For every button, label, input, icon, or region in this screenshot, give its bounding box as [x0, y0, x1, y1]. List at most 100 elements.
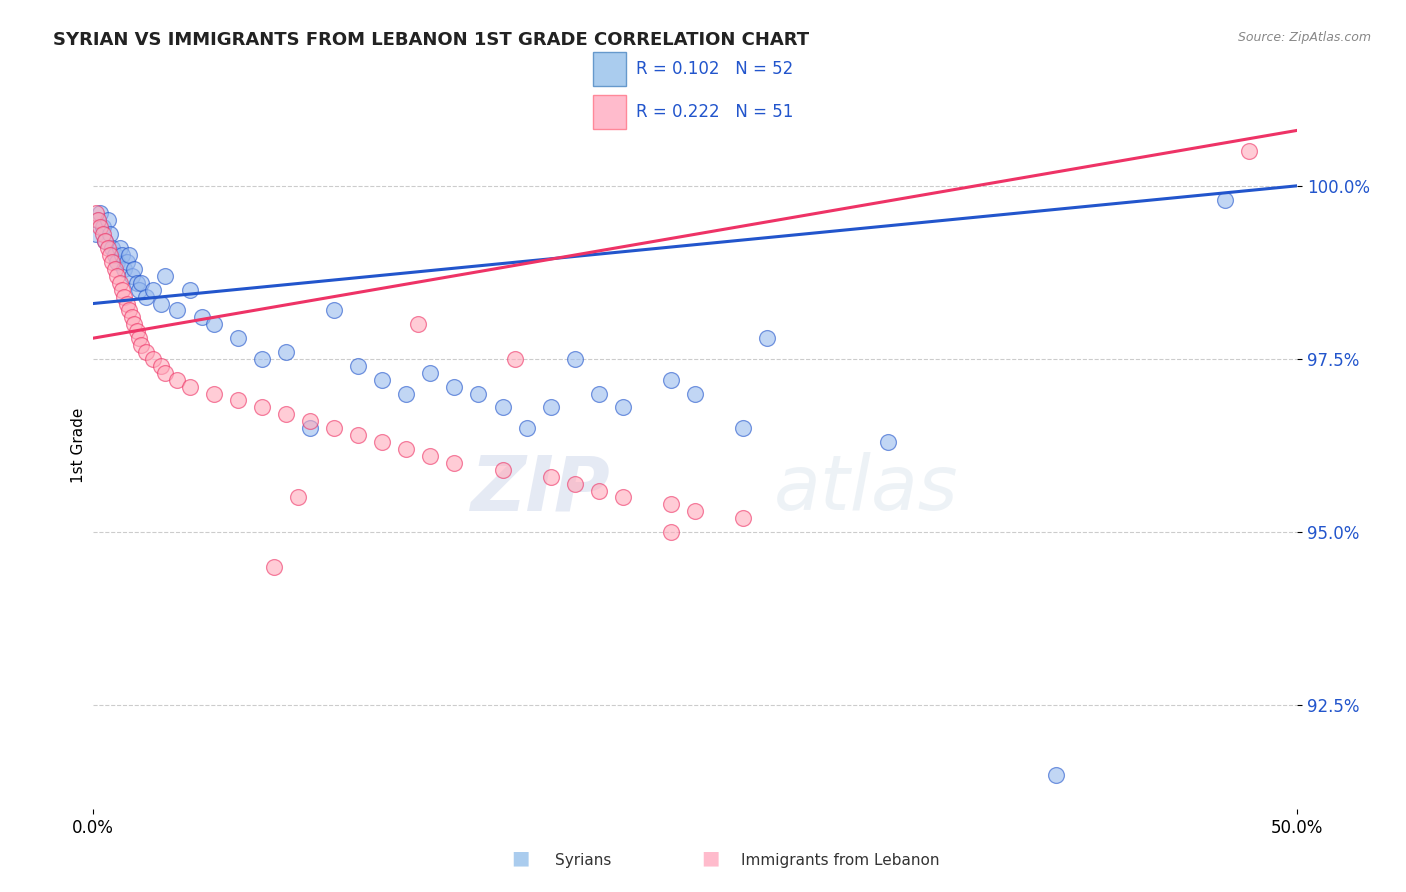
- Point: [733, 421, 755, 435]
- Point: [298, 421, 321, 435]
- Text: R = 0.102   N = 52: R = 0.102 N = 52: [637, 60, 793, 78]
- Point: [733, 511, 755, 525]
- Point: [91, 227, 114, 242]
- Point: [1237, 144, 1260, 158]
- Point: [149, 296, 172, 310]
- Point: [323, 421, 346, 435]
- Point: [347, 359, 370, 373]
- Point: [683, 386, 706, 401]
- Point: [683, 504, 706, 518]
- Text: Source: ZipAtlas.com: Source: ZipAtlas.com: [1237, 31, 1371, 45]
- Point: [250, 401, 273, 415]
- Point: [91, 220, 114, 235]
- Point: [94, 234, 117, 248]
- Text: R = 0.222   N = 51: R = 0.222 N = 51: [637, 103, 794, 121]
- Point: [121, 310, 143, 325]
- Point: [115, 255, 138, 269]
- Point: [202, 386, 225, 401]
- Point: [122, 318, 145, 332]
- Point: [111, 248, 134, 262]
- Point: [1213, 193, 1236, 207]
- Point: [323, 303, 346, 318]
- Point: [503, 351, 526, 366]
- Point: [612, 401, 634, 415]
- Point: [226, 393, 249, 408]
- Point: [274, 408, 297, 422]
- Point: [202, 318, 225, 332]
- Point: [122, 261, 145, 276]
- Text: atlas: atlas: [773, 452, 957, 526]
- Point: [131, 276, 153, 290]
- Point: [104, 248, 127, 262]
- Point: [125, 324, 148, 338]
- Point: [190, 310, 212, 325]
- Point: [1045, 767, 1067, 781]
- Point: [467, 386, 489, 401]
- Point: [108, 241, 131, 255]
- Point: [347, 428, 370, 442]
- Point: [406, 318, 429, 332]
- Point: [250, 351, 273, 366]
- Point: [612, 491, 634, 505]
- Point: [135, 345, 157, 359]
- Point: [226, 331, 249, 345]
- Point: [263, 559, 285, 574]
- Text: Immigrants from Lebanon: Immigrants from Lebanon: [741, 853, 939, 868]
- Point: [155, 268, 177, 283]
- Point: [128, 331, 150, 345]
- Point: [371, 435, 394, 450]
- Point: [135, 290, 157, 304]
- Point: [98, 248, 121, 262]
- Point: [115, 296, 138, 310]
- Point: [371, 373, 394, 387]
- Y-axis label: 1st Grade: 1st Grade: [72, 408, 86, 483]
- Point: [274, 345, 297, 359]
- Point: [564, 476, 586, 491]
- Point: [89, 206, 111, 220]
- Point: [118, 248, 141, 262]
- Point: [97, 241, 120, 255]
- Point: [131, 338, 153, 352]
- Point: [564, 351, 586, 366]
- Point: [659, 497, 682, 511]
- Point: [97, 213, 120, 227]
- Point: [108, 276, 131, 290]
- Point: [588, 386, 610, 401]
- Point: [491, 463, 513, 477]
- Point: [142, 283, 165, 297]
- Point: [142, 351, 165, 366]
- Point: [540, 401, 562, 415]
- Text: ZIP: ZIP: [471, 452, 610, 526]
- Point: [166, 373, 188, 387]
- Point: [588, 483, 610, 498]
- Point: [87, 213, 110, 227]
- FancyBboxPatch shape: [593, 52, 627, 86]
- Point: [395, 386, 418, 401]
- Point: [104, 261, 127, 276]
- Point: [98, 227, 121, 242]
- Point: [540, 469, 562, 483]
- Point: [111, 283, 134, 297]
- Point: [84, 227, 107, 242]
- Text: Syrians: Syrians: [555, 853, 612, 868]
- Point: [179, 379, 201, 393]
- Point: [443, 379, 465, 393]
- Point: [155, 366, 177, 380]
- Point: [179, 283, 201, 297]
- Point: [149, 359, 172, 373]
- Point: [101, 255, 124, 269]
- Point: [659, 525, 682, 540]
- Point: [516, 421, 538, 435]
- Text: SYRIAN VS IMMIGRANTS FROM LEBANON 1ST GRADE CORRELATION CHART: SYRIAN VS IMMIGRANTS FROM LEBANON 1ST GR…: [53, 31, 810, 49]
- Point: [491, 401, 513, 415]
- Point: [659, 373, 682, 387]
- Point: [87, 213, 110, 227]
- Point: [121, 268, 143, 283]
- Point: [89, 220, 111, 235]
- Point: [84, 206, 107, 220]
- Point: [166, 303, 188, 318]
- Point: [876, 435, 898, 450]
- Point: [756, 331, 779, 345]
- Point: [118, 303, 141, 318]
- Point: [101, 241, 124, 255]
